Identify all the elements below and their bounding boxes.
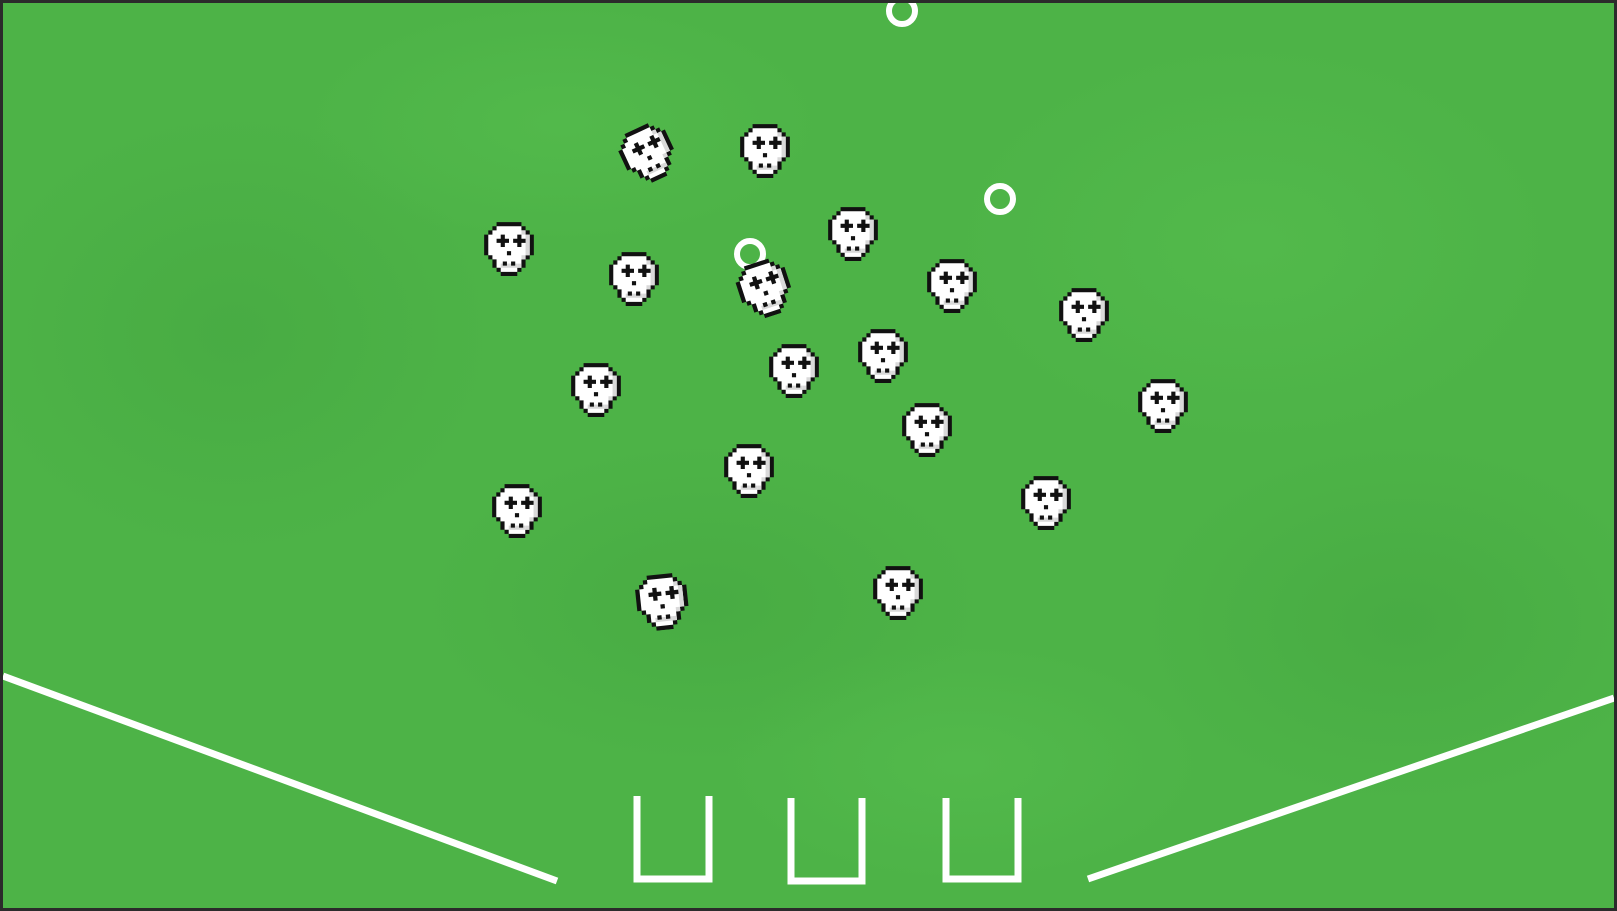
right-guide-wall bbox=[1086, 694, 1614, 883]
left-guide-wall bbox=[3, 672, 559, 885]
field-texture bbox=[953, 43, 1553, 443]
field-texture bbox=[3, 113, 493, 553]
field-texture bbox=[723, 643, 1203, 883]
ball-top bbox=[886, 3, 918, 27]
playfield[interactable] bbox=[3, 3, 1614, 908]
bucket-right bbox=[942, 798, 1022, 883]
ball-right bbox=[984, 183, 1016, 215]
bucket-middle bbox=[787, 798, 866, 885]
bucket-left bbox=[633, 796, 713, 883]
field-texture bbox=[1143, 443, 1614, 803]
field-texture bbox=[303, 3, 823, 243]
